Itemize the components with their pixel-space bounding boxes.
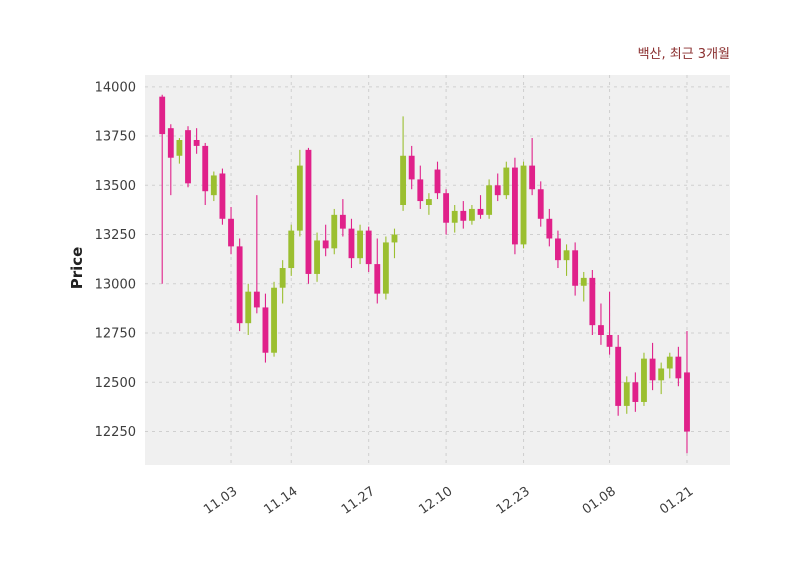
candle xyxy=(572,242,579,296)
candle xyxy=(314,232,320,282)
candle xyxy=(253,195,260,314)
candle xyxy=(468,205,475,225)
candle xyxy=(322,224,329,257)
candle xyxy=(357,224,363,265)
x-tick-label: 11.27 xyxy=(339,484,378,518)
candle xyxy=(374,238,381,304)
candle xyxy=(193,128,200,154)
candle xyxy=(641,352,647,406)
y-tick-label: 12250 xyxy=(95,425,136,440)
candle xyxy=(339,199,346,237)
candle xyxy=(503,161,510,200)
candle xyxy=(408,145,415,190)
x-tick-label: 01.08 xyxy=(580,484,619,518)
candle xyxy=(537,181,544,227)
candle xyxy=(606,291,613,355)
candle xyxy=(451,205,458,233)
y-tick-label: 12500 xyxy=(95,376,136,391)
candle xyxy=(589,270,596,335)
candle xyxy=(512,157,518,255)
candle xyxy=(262,293,269,363)
candle xyxy=(563,244,570,276)
candle xyxy=(632,372,639,412)
candle xyxy=(219,168,226,225)
candle xyxy=(417,165,424,209)
candle xyxy=(279,260,286,304)
chart-title: 백산, 최근 3개월 xyxy=(638,47,730,62)
candle xyxy=(546,208,553,247)
y-tick-label: 13250 xyxy=(95,228,136,243)
candle xyxy=(684,331,690,454)
candle xyxy=(520,161,527,249)
x-tick-label: 11.14 xyxy=(261,484,300,518)
x-tick-label: 01.21 xyxy=(657,484,696,518)
candle xyxy=(555,230,561,269)
y-tick-label: 12750 xyxy=(95,327,136,342)
candle xyxy=(382,236,389,300)
candle xyxy=(434,161,441,200)
candle xyxy=(331,208,338,255)
x-tick-label: 12.23 xyxy=(494,484,533,518)
candle xyxy=(305,147,312,284)
candle xyxy=(580,271,587,302)
candle xyxy=(228,206,234,255)
y-axis-label: Price xyxy=(68,247,86,290)
candle xyxy=(245,283,252,335)
y-tick-label: 13500 xyxy=(95,179,136,194)
candles xyxy=(159,94,690,454)
candle xyxy=(400,116,407,211)
plot-background xyxy=(145,75,730,465)
candle xyxy=(623,376,630,414)
candle xyxy=(598,303,604,345)
candle xyxy=(675,346,682,387)
y-tick-label: 14000 xyxy=(95,80,136,95)
x-tick-label: 11.03 xyxy=(201,484,240,518)
candle xyxy=(666,352,673,379)
candle xyxy=(365,226,372,272)
candle xyxy=(202,142,209,205)
candle xyxy=(159,94,166,284)
candle xyxy=(185,126,191,188)
candle xyxy=(615,335,622,416)
candle xyxy=(649,342,656,391)
candle xyxy=(391,228,398,259)
candle xyxy=(425,193,432,215)
candle xyxy=(288,224,295,276)
candle xyxy=(271,281,277,357)
candle xyxy=(477,195,484,219)
x-tick-label: 12.10 xyxy=(416,484,455,518)
y-tick-label: 13750 xyxy=(95,130,136,145)
candle xyxy=(486,179,493,219)
candle xyxy=(658,362,665,395)
y-tick-label: 13000 xyxy=(95,277,136,292)
candle xyxy=(236,238,243,332)
candle xyxy=(296,149,303,237)
candle xyxy=(210,171,217,202)
candle xyxy=(494,173,501,202)
candle xyxy=(460,201,467,229)
candle xyxy=(167,124,174,196)
candle xyxy=(443,189,450,235)
candle xyxy=(176,138,183,164)
candle xyxy=(529,138,536,196)
candle xyxy=(348,218,355,269)
